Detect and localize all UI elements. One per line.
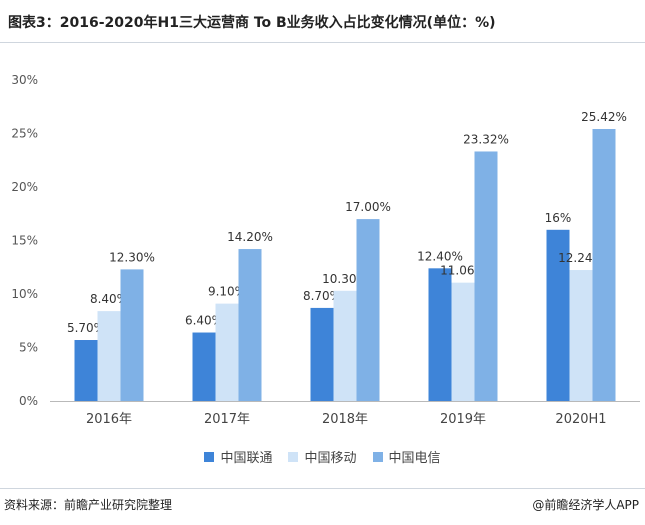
x-tick-label: 2017年: [204, 412, 250, 427]
legend-label-mobile: 中国移动: [304, 451, 357, 466]
data-label: 12.24%: [558, 251, 604, 265]
footer-divider: [0, 488, 645, 489]
title-divider: [0, 42, 645, 43]
bar-1-1: [215, 303, 239, 401]
bar-1-3: [451, 282, 475, 401]
legend-swatch-unicom: [204, 451, 215, 462]
x-tick-label: 2016年: [86, 412, 132, 427]
bar-1-0: [97, 311, 121, 401]
bar-2-2: [356, 219, 380, 401]
bar-0-2: [310, 307, 334, 401]
chart-legend: 中国联通 中国移动 中国电信: [0, 447, 645, 466]
data-label: 23.32%: [463, 132, 509, 146]
bar-chart: 0% 5% 10% 15% 20% 25% 30% 5.70% 8.40% 12.30% 2016年…: [11, 73, 640, 427]
x-tick-label: 2020H1: [555, 412, 606, 427]
y-tick-label: 10%: [11, 287, 38, 301]
bar-0-0: [74, 340, 98, 401]
y-tick-label: 25%: [11, 127, 38, 141]
data-label: 8.70%: [303, 289, 341, 303]
bar-1-2: [333, 290, 357, 401]
data-label: 10.30%: [322, 272, 368, 286]
data-label: 12.40%: [417, 249, 463, 263]
y-tick-label: 15%: [11, 234, 38, 248]
legend-item-telecom: 中国电信: [372, 447, 441, 466]
y-tick-label: 5%: [19, 341, 38, 355]
legend-swatch-mobile: [288, 451, 299, 462]
bar-2-1: [238, 249, 262, 401]
bar-0-3: [428, 268, 452, 401]
legend-label-unicom: 中国联通: [220, 451, 273, 466]
y-tick-label: 0%: [19, 394, 38, 408]
data-label: 11.06%: [440, 264, 486, 278]
data-label: 6.40%: [185, 314, 223, 328]
bar-2-3: [474, 151, 498, 401]
source-note: 资料来源：前瞻产业研究院整理: [4, 498, 173, 512]
legend-label-telecom: 中国电信: [388, 451, 441, 466]
data-label: 5.70%: [67, 321, 105, 335]
legend-item-unicom: 中国联通: [204, 447, 272, 466]
x-tick-label: 2018年: [322, 412, 368, 427]
bar-1-4: [569, 270, 593, 401]
data-label: 25.42%: [581, 110, 627, 124]
bar-0-1: [192, 332, 216, 401]
data-label: 8.40%: [90, 292, 128, 306]
data-label: 16%: [545, 211, 572, 225]
data-label: 17.00%: [345, 200, 391, 214]
y-tick-label: 20%: [11, 180, 38, 194]
bar-2-0: [120, 269, 144, 401]
legend-item-mobile: 中国移动: [288, 447, 357, 466]
data-label: 9.10%: [208, 285, 246, 299]
bar-0-4: [546, 229, 570, 401]
data-label: 12.30%: [109, 250, 155, 264]
data-label: 14.20%: [227, 230, 273, 244]
bar-2-4: [592, 129, 616, 402]
x-tick-label: 2019年: [440, 412, 486, 427]
brand-watermark: @前瞻经济学人APP: [532, 498, 639, 512]
chart-title: 图表3：2016-2020年H1三大运营商 To B业务收入占比变化情况(单位：…: [8, 15, 496, 31]
legend-swatch-telecom: [372, 451, 383, 462]
y-tick-label: 30%: [11, 73, 38, 87]
